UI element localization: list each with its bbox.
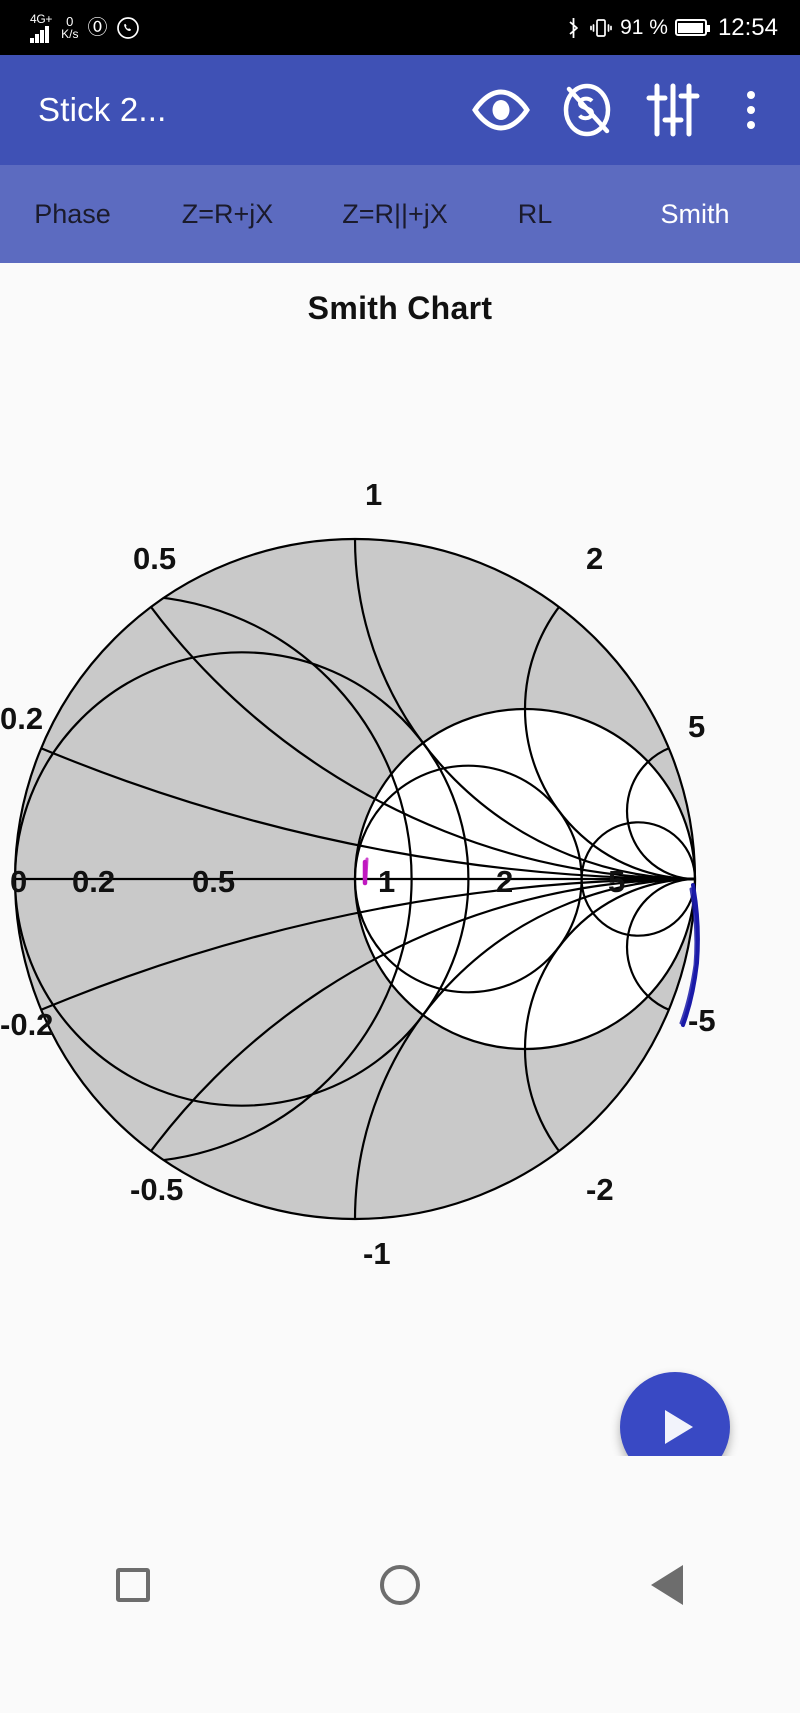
vibrate-icon (590, 18, 612, 37)
recents-button[interactable] (73, 1525, 193, 1645)
circle-icon (379, 1564, 420, 1605)
data-rate-value: 0 (66, 13, 74, 29)
tune-sliders-icon[interactable] (630, 67, 716, 153)
label-x-neg02: -0.2 (0, 1007, 53, 1042)
smith-axis-labels: 0 0.2 0.5 1 2 5 0.2 0.5 1 2 5 -0.2 -0.5 … (0, 477, 716, 1271)
chart-content: Smith Chart (0, 263, 800, 1456)
back-button[interactable] (607, 1525, 727, 1645)
tab-smith-label: Smith (660, 198, 730, 229)
status-bar-right: 91 % 12:54 (565, 14, 778, 42)
play-icon (665, 1410, 693, 1444)
label-r-05: 0.5 (192, 864, 235, 899)
status-bar: 4G+ 0 K/s ⓪ 91 % 12:54 (0, 0, 800, 55)
label-x-neg05: -0.5 (130, 1172, 183, 1207)
signal-indicator: 4G+ (30, 13, 52, 43)
tab-z-parallel[interactable]: Z=R||+jX (310, 165, 480, 263)
clock-label: 12:54 (717, 13, 778, 41)
at-icon: ⓪ (87, 16, 108, 39)
tab-bar: Phase Z=R+jX Z=R||+jX RL Smith (0, 165, 800, 263)
network-type-label: 4G+ (30, 11, 53, 26)
trace-marker (362, 857, 369, 886)
label-x-neg1: -1 (363, 1236, 391, 1271)
tab-phase-label: Phase (34, 198, 111, 229)
data-rate-unit: K/s (61, 26, 79, 41)
android-nav-bar (0, 1456, 800, 1713)
app-bar: Stick 2... (0, 55, 800, 165)
triangle-back-icon (650, 1564, 683, 1605)
app-bar-actions (458, 67, 800, 153)
battery-percent-label: 91 % (620, 15, 668, 39)
tab-z-series[interactable]: Z=R+jX (145, 165, 310, 263)
tab-smith[interactable]: Smith (590, 165, 800, 263)
overflow-menu-icon[interactable] (716, 67, 786, 153)
label-x-neg5: -5 (688, 1003, 716, 1038)
tab-rl-label: RL (517, 198, 553, 229)
label-x-02: 0.2 (0, 701, 43, 736)
label-r-1: 1 (378, 864, 395, 899)
smith-chart[interactable]: 0 0.2 0.5 1 2 5 0.2 0.5 1 2 5 -0.2 -0.5 … (0, 263, 800, 1456)
tab-z-parallel-label: Z=R||+jX (342, 198, 448, 229)
no-scale-icon[interactable] (544, 67, 630, 153)
label-r-02: 0.2 (72, 864, 115, 899)
label-x-05: 0.5 (133, 541, 176, 576)
label-x-neg2: -2 (586, 1172, 614, 1207)
square-icon (116, 1567, 151, 1602)
tab-z-series-label: Z=R+jX (181, 198, 274, 229)
label-x-5: 5 (688, 709, 705, 744)
tab-rl[interactable]: RL (480, 165, 590, 263)
label-r-5: 5 (608, 864, 625, 899)
trace-impedance (679, 883, 700, 1027)
label-r-0: 0 (10, 864, 27, 899)
whatsapp-icon (117, 16, 140, 39)
data-rate-indicator: 0 K/s (61, 12, 78, 44)
tab-phase[interactable]: Phase (0, 165, 145, 263)
smith-grid (13, 537, 697, 1221)
smith-chart-canvas[interactable]: 0 0.2 0.5 1 2 5 0.2 0.5 1 2 5 -0.2 -0.5 … (0, 263, 800, 1456)
signal-bars-icon (30, 25, 49, 43)
label-x-2: 2 (586, 541, 603, 576)
bluetooth-icon (569, 17, 578, 38)
status-bar-left: 4G+ 0 K/s ⓪ (30, 12, 140, 44)
home-button[interactable] (340, 1525, 460, 1645)
battery-icon (674, 19, 710, 36)
label-x-1: 1 (365, 477, 382, 512)
eye-icon[interactable] (458, 67, 544, 153)
chart-title: Smith Chart (307, 290, 493, 326)
label-r-2: 2 (496, 864, 513, 899)
app-title: Stick 2... (38, 91, 167, 128)
